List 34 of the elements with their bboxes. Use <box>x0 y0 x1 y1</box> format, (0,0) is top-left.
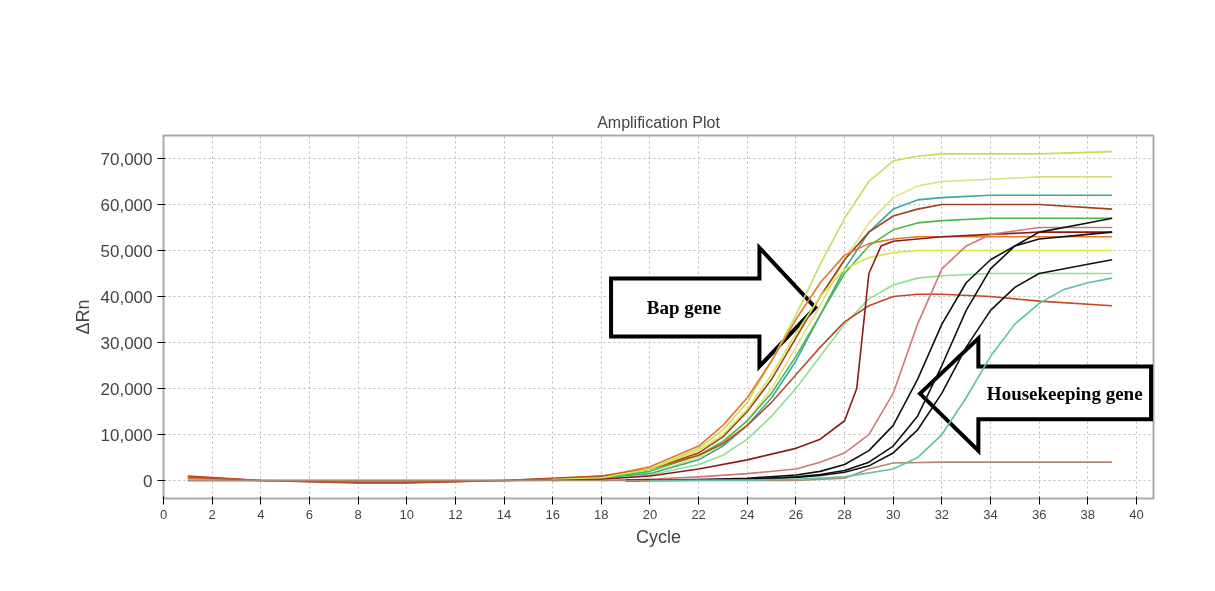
y-tick-label: 30,000 <box>100 333 153 353</box>
y-tick-label: 60,000 <box>100 195 153 215</box>
x-tick-label: 34 <box>983 506 998 522</box>
x-tick-label: 4 <box>257 506 265 522</box>
y-tick-label: 20,000 <box>100 379 153 399</box>
x-tick-label: 28 <box>837 506 852 522</box>
x-tick-label: 30 <box>886 506 901 522</box>
chart-title: Amplification Plot <box>597 113 721 131</box>
annotation: Housekeeping gene <box>986 383 1143 405</box>
x-tick-label: 40 <box>1129 506 1144 522</box>
x-tick-label: 22 <box>691 506 706 522</box>
annotation: Bap gene <box>646 297 722 319</box>
y-axis-title: ΔRn <box>72 299 93 335</box>
x-tick-label: 32 <box>934 506 950 522</box>
x-tick-label: 36 <box>1031 506 1047 522</box>
x-tick-label: 12 <box>448 506 463 522</box>
x-tick-label: 10 <box>399 506 414 522</box>
x-tick-label: 18 <box>594 506 609 522</box>
x-tick-label: 16 <box>545 506 560 522</box>
x-tick-label: 6 <box>305 506 314 522</box>
y-tick-label: 50,000 <box>100 241 153 261</box>
x-tick-label: 20 <box>642 506 658 522</box>
x-tick-label: 26 <box>788 506 804 522</box>
x-tick-label: 8 <box>354 506 362 522</box>
y-tick-label: 40,000 <box>100 287 153 307</box>
y-tick-label: 10,000 <box>100 425 153 445</box>
y-tick-label: 70,000 <box>100 149 153 169</box>
x-axis-title: Cycle <box>636 526 682 547</box>
x-tick-label: 2 <box>208 506 216 522</box>
y-tick-label: 0 <box>143 471 153 491</box>
x-tick-label: 14 <box>496 506 512 522</box>
x-tick-label: 0 <box>159 506 168 522</box>
x-tick-label: 24 <box>740 506 755 522</box>
x-tick-label: 38 <box>1080 506 1096 522</box>
